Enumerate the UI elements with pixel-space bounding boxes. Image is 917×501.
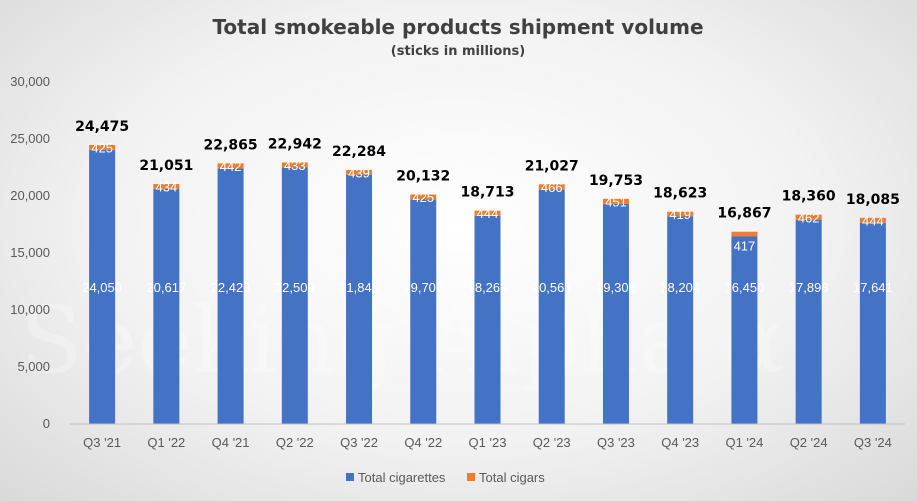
x-tick-label: Q4 '22 <box>404 435 442 450</box>
data-label-total: 16,867 <box>717 206 771 222</box>
bar-cigarettes <box>667 216 694 424</box>
data-label-total: 18,623 <box>653 186 707 202</box>
data-label-total: 24,475 <box>75 119 129 135</box>
bar-cigars <box>538 184 565 190</box>
data-label-cigars: 419 <box>669 207 691 222</box>
data-label-total: 18,713 <box>460 185 514 201</box>
data-label-cigarettes: 20,617 <box>146 280 186 295</box>
bar-cigarettes <box>346 174 373 424</box>
data-label-total: 18,360 <box>782 189 836 205</box>
legend-label: Total cigars <box>479 470 545 485</box>
data-label-cigars: 439 <box>348 165 370 180</box>
bar-cigarettes <box>859 222 886 424</box>
legend-swatch <box>346 473 354 481</box>
legend-swatch <box>467 473 475 481</box>
x-tick-label: Q1 '24 <box>725 435 763 450</box>
data-label-cigars: 425 <box>412 190 434 205</box>
data-label-total: 19,753 <box>589 173 643 189</box>
data-label-total: 21,051 <box>139 158 193 174</box>
bar-cigars <box>667 211 694 217</box>
data-label-cigars: 434 <box>155 179 177 194</box>
bar-cigars <box>89 144 116 150</box>
bar-cigarettes <box>731 236 758 424</box>
data-label-cigarettes: 18,269 <box>468 280 508 295</box>
x-tick-label: Q4 '23 <box>661 435 699 450</box>
bar-cigars <box>859 217 886 223</box>
data-label-cigarettes: 19,707 <box>403 280 443 295</box>
data-label-cigars: 433 <box>284 158 306 173</box>
y-tick-label: 5,000 <box>17 359 50 374</box>
x-tick-label: Q2 '23 <box>533 435 571 450</box>
data-label-cigars: 425 <box>91 140 113 155</box>
y-tick-label: 15,000 <box>10 245 50 260</box>
bar-cigars <box>795 214 822 220</box>
bar-cigarettes <box>410 199 437 424</box>
y-axis: 0 5,000 10,000 15,000 20,000 25,000 30,000 <box>10 74 50 431</box>
bar-cigarettes <box>217 168 244 424</box>
x-tick-label: Q1 '22 <box>147 435 185 450</box>
bar-cigars <box>153 184 180 189</box>
x-tick-label: Q4 '21 <box>212 435 250 450</box>
data-label-cigars: 462 <box>798 210 820 225</box>
x-axis: Q3 '21 Q1 '22 Q4 '21 Q2 '22 Q3 '22 Q4 '22 Q1 '… <box>70 423 905 450</box>
y-tick-label: 20,000 <box>10 188 50 203</box>
y-tick-label: 25,000 <box>10 131 50 146</box>
watermark: Seeking Alpha α <box>20 287 785 394</box>
data-label-cigarettes: 17,641 <box>853 280 893 295</box>
chart-title: Total smokeable products shipment volume <box>212 15 703 39</box>
bar-cigarettes <box>89 149 116 424</box>
data-label-cigarettes: 24,050 <box>82 280 122 295</box>
data-label-cigarettes: 21,845 <box>339 280 379 295</box>
data-label-cigars: 444 <box>862 213 884 228</box>
data-label-total: 22,865 <box>204 137 258 153</box>
bar-cigarettes <box>602 203 629 424</box>
bar-cigars <box>217 163 244 169</box>
bar-cigars <box>474 210 501 216</box>
bar-cigars <box>731 231 758 237</box>
bar-cigars <box>410 194 437 200</box>
data-label-cigars: 444 <box>477 206 499 221</box>
x-tick-label: Q2 '22 <box>276 435 314 450</box>
bar-cigars <box>281 162 308 168</box>
bar-cigars <box>602 198 629 204</box>
data-label-cigarettes: 19,302 <box>596 280 636 295</box>
data-label-cigarettes: 18,204 <box>660 280 700 295</box>
data-label-cigarettes: 20,561 <box>532 280 572 295</box>
bar-cigarettes <box>795 219 822 424</box>
y-tick-label: 0 <box>43 416 50 431</box>
data-label-total: 18,085 <box>846 192 900 208</box>
bar-cigars <box>346 169 373 175</box>
data-label-cigars: 417 <box>734 239 756 254</box>
bars: 24,050 425 24,475 20,617 434 21,051 22,423 442 2… <box>75 119 900 424</box>
data-label-total: 22,942 <box>268 136 322 152</box>
legend: Total cigarettes Total cigars <box>346 470 545 485</box>
y-tick-label: 10,000 <box>10 302 50 317</box>
data-label-cigars: 442 <box>220 159 242 174</box>
data-label-cigarettes: 22,509 <box>275 280 315 295</box>
data-label-cigarettes: 16,450 <box>725 280 765 295</box>
y-tick-label: 30,000 <box>10 74 50 89</box>
bar-cigarettes <box>281 167 308 424</box>
data-label-total: 21,027 <box>525 158 579 174</box>
x-tick-label: Q3 '23 <box>597 435 635 450</box>
data-label-cigarettes: 17,898 <box>789 280 829 295</box>
x-tick-label: Q1 '23 <box>469 435 507 450</box>
chart-subtitle: (sticks in millions) <box>391 44 525 59</box>
data-label-total: 20,132 <box>396 168 450 184</box>
x-tick-label: Q2 '24 <box>790 435 828 450</box>
data-label-total: 22,284 <box>332 144 386 160</box>
data-label-cigars: 451 <box>605 194 627 209</box>
x-tick-label: Q3 '22 <box>340 435 378 450</box>
data-label-cigars: 466 <box>541 180 563 195</box>
bar-cigarettes <box>474 215 501 424</box>
bar-cigarettes <box>153 188 180 424</box>
x-tick-label: Q3 '24 <box>854 435 892 450</box>
legend-label: Total cigarettes <box>358 470 446 485</box>
data-label-cigarettes: 22,423 <box>211 280 251 295</box>
x-tick-label: Q3 '21 <box>83 435 121 450</box>
bar-cigarettes <box>538 189 565 424</box>
